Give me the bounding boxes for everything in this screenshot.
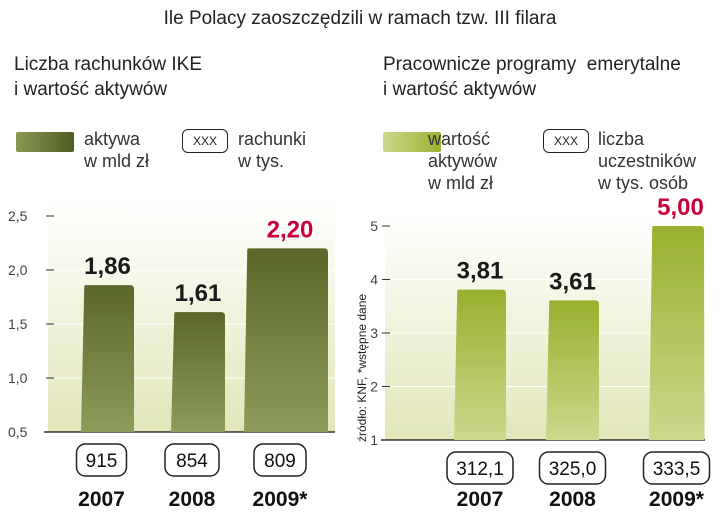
ppe-legend-box-line-3: w tys. osób <box>598 173 689 193</box>
ike-count-box <box>253 443 307 477</box>
ppe-year-label: 2007 <box>457 488 504 511</box>
ike-bar <box>81 285 134 432</box>
ike-subtitle-line-2: i wartość aktywów <box>14 79 168 100</box>
ppe-count-box <box>446 451 514 485</box>
ike-tick-label: 2,5 <box>8 208 28 224</box>
ike-count-box <box>75 443 128 477</box>
ppe-bar <box>546 300 599 440</box>
ppe-value-label: 3,61 <box>549 268 596 295</box>
ppe-legend-swatch <box>383 132 441 152</box>
ppe-legend-box: XXX <box>543 129 589 153</box>
ike-value-label: 1,86 <box>84 253 131 280</box>
ike-year-label: 2007 <box>78 488 125 511</box>
ppe-tick-label: 3 <box>370 325 378 341</box>
ppe-legend-bar-line-2: aktywów <box>428 151 498 171</box>
ike-legend-box-line-2: w tys. <box>238 151 285 171</box>
ppe-value-label: 5,00 <box>657 194 704 221</box>
ike-legend-swatch <box>16 132 74 152</box>
ppe-count-box <box>538 451 607 485</box>
ppe-count-label: 312,1 <box>456 459 504 480</box>
ike-value-label: 2,20 <box>267 216 314 243</box>
ike-year-label: 2009* <box>253 488 309 511</box>
ppe-subtitle: Pracownicze programy emerytalne i wartoś… <box>383 52 681 102</box>
ike-legend-box: XXX <box>182 129 228 153</box>
ppe-legend-box-line-1: liczba <box>598 129 645 149</box>
ike-subtitle: Liczba rachunków IKE i wartość aktywów <box>14 52 202 102</box>
ppe-year-label: 2008 <box>549 488 596 511</box>
ppe-bar <box>649 226 704 440</box>
ppe-legend-box-text: liczba uczestników w tys. osób <box>598 128 696 194</box>
ike-legend-bar-line-1: aktywa <box>84 129 141 149</box>
ppe-legend-bar-line-3: w mld zł <box>428 173 494 193</box>
ppe-subtitle-line-2: i wartość aktywów <box>383 79 537 100</box>
ike-count-label: 915 <box>86 451 118 472</box>
ike-tick-label: 0,5 <box>8 424 28 440</box>
ppe-legend-bar-text: wartość aktywów w mld zł <box>428 128 497 194</box>
ike-value-label: 1,61 <box>175 280 222 307</box>
ike-count-label: 809 <box>264 451 296 472</box>
ike-year-label: 2008 <box>169 488 216 511</box>
ppe-chart: 1 2 3 4 5 3,81 312,1 2007 3,61 325,0 2008 5,00 333,5… <box>370 194 711 511</box>
ike-legend-box-text: rachunki w tys. <box>238 128 306 172</box>
ike-subtitle-line-1: Liczba rachunków IKE <box>14 54 202 75</box>
ike-tick-label: 1,5 <box>8 316 28 332</box>
ppe-legend-bar-line-1: wartość <box>428 129 491 149</box>
ike-count-box <box>164 443 220 477</box>
ppe-tick-label: 5 <box>370 218 378 234</box>
ppe-value-label: 3,81 <box>457 258 504 285</box>
source-note: źródło: KNF, *wstępne dane <box>355 293 369 442</box>
ike-chart: 0,5 1,0 1,5 2,0 2,5 1,86 915 2007 1,61 854 2008 2,2… <box>8 202 335 511</box>
ppe-bar <box>454 289 506 440</box>
ike-legend-bar-line-2: w mld zł <box>84 151 150 171</box>
ike-bar <box>171 312 225 432</box>
ppe-count-label: 325,0 <box>549 459 597 480</box>
ike-count-label: 854 <box>176 451 208 472</box>
ppe-count-label: 333,5 <box>653 459 701 480</box>
ike-tick-label: 1,0 <box>8 370 28 386</box>
ppe-subtitle-line-1: Pracownicze programy emerytalne <box>383 54 681 75</box>
ike-tick-label: 2,0 <box>8 262 28 278</box>
ike-bar <box>244 248 328 432</box>
ppe-tick-label: 1 <box>370 432 378 448</box>
chart-title: Ile Polacy zaoszczędzili w ramach tzw. I… <box>163 8 557 29</box>
ppe-tick-label: 2 <box>370 379 378 395</box>
ppe-year-label: 2009* <box>649 488 705 511</box>
ike-legend-box-line-1: rachunki <box>238 129 307 149</box>
ike-legend-bar-text: aktywa w mld zł <box>84 128 149 172</box>
ppe-count-box <box>642 451 711 485</box>
ppe-legend-box-line-2: uczestników <box>598 151 697 171</box>
ppe-tick-label: 4 <box>370 272 378 288</box>
